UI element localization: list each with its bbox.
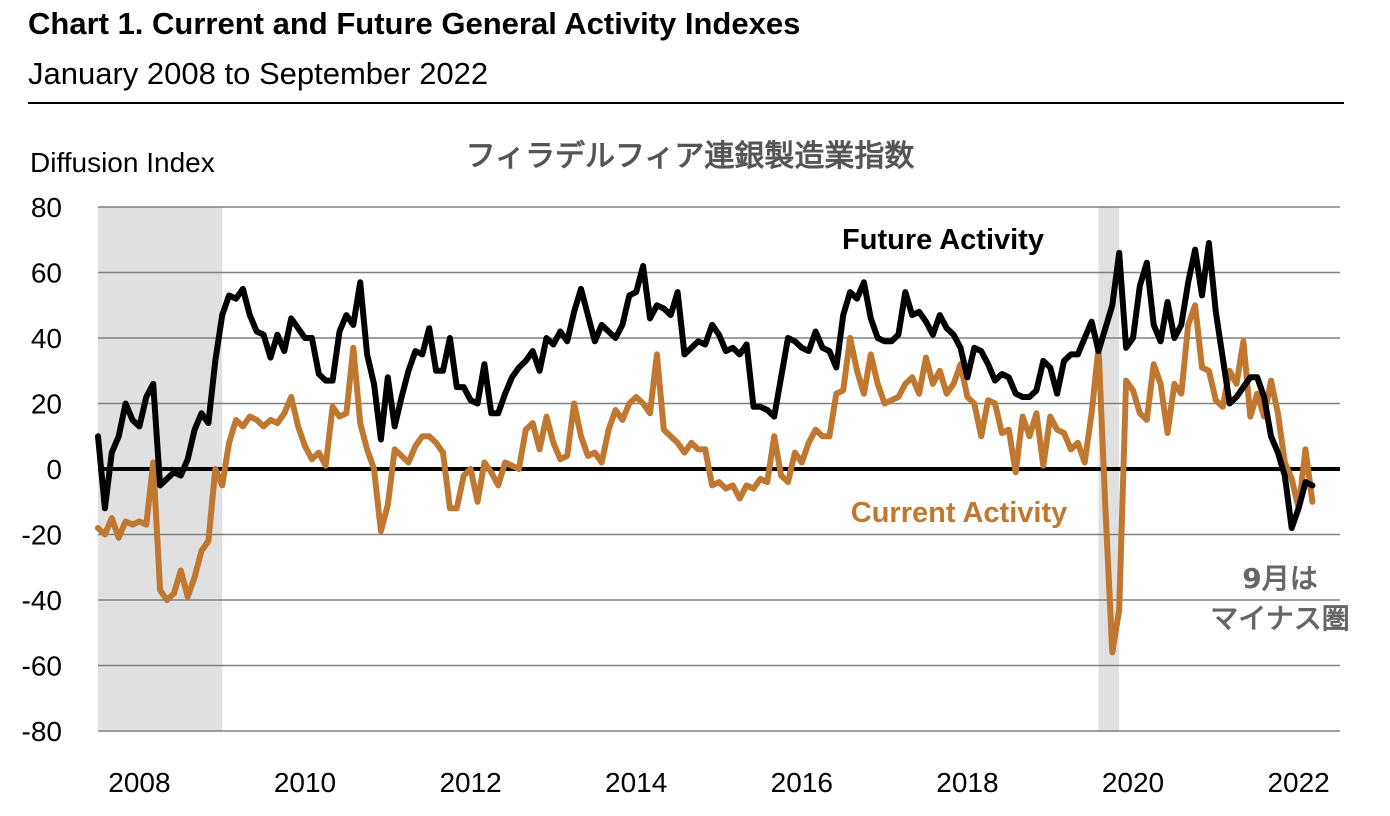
y-tick-label: 20 (31, 389, 62, 420)
y-tick-label: -40 (22, 585, 62, 616)
future-activity-label: Future Activity (842, 224, 1044, 256)
y-tick-label: -80 (22, 716, 62, 747)
x-tick-label: 2010 (274, 767, 336, 798)
note-line-1: 9月は (1242, 562, 1317, 595)
x-tick-label: 2018 (936, 767, 998, 798)
y-tick-label: 40 (31, 323, 62, 354)
y-tick-label: 0 (46, 454, 62, 485)
y-tick-label: 80 (31, 192, 62, 223)
future-activity-line (95, 240, 1316, 531)
x-tick-label: 2012 (439, 767, 501, 798)
note-line-2: マイナス圏 (1210, 602, 1349, 635)
chart-title: Chart 1. Current and Future General Acti… (28, 6, 801, 41)
x-tick-label: 2022 (1267, 767, 1329, 798)
y-tick-label: 60 (31, 258, 62, 289)
y-tick-label: -20 (22, 520, 62, 551)
x-tick-label: 2016 (771, 767, 833, 798)
series-lines (95, 240, 1316, 656)
current-activity-label: Current Activity (851, 497, 1067, 529)
chart-subtitle: January 2008 to September 2022 (28, 56, 489, 91)
x-axis-ticks: 2008 2010 2012 2014 2016 2018 2020 2022 (108, 767, 1329, 798)
y-axis-label: Diffusion Index (30, 147, 215, 178)
title-divider (28, 102, 1344, 104)
y-tick-label: -60 (22, 651, 62, 682)
x-tick-label: 2008 (108, 767, 170, 798)
y-axis-ticks: 80 60 40 20 0 -20 -40 -60 -80 (22, 192, 62, 747)
x-tick-label: 2020 (1102, 767, 1164, 798)
current-activity-line (95, 302, 1316, 656)
chart-inner-title: フィラデルフィア連銀製造業指数 (466, 139, 916, 174)
x-tick-label: 2014 (605, 767, 667, 798)
